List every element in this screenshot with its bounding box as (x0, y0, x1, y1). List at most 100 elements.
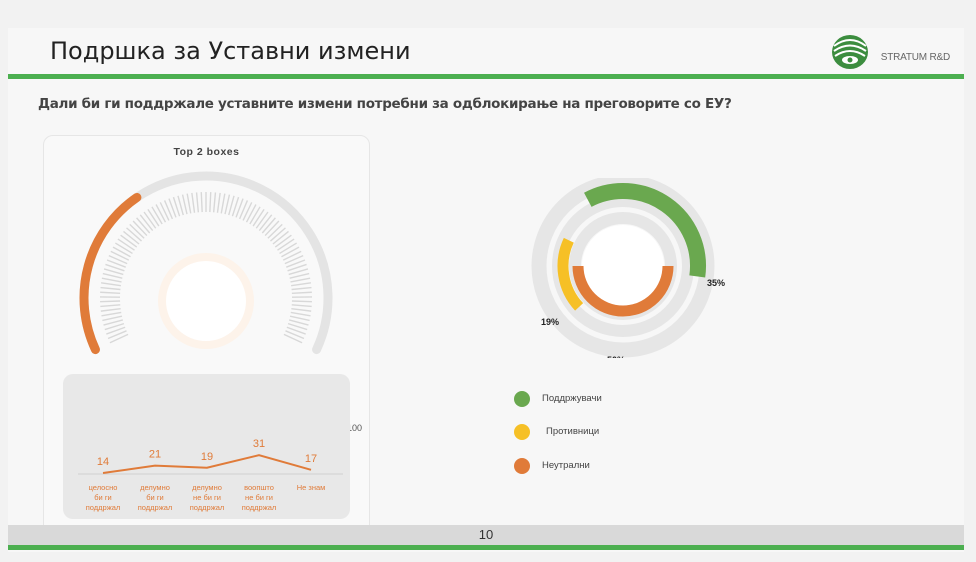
gauge-tick (100, 304, 121, 308)
gauge-tick (100, 282, 121, 287)
gauge-tick (104, 322, 125, 331)
gauge-tick (238, 200, 249, 220)
gauge-tick (147, 208, 160, 227)
gauge-title: Top 2 boxes (173, 146, 240, 158)
gauge-tick (261, 217, 276, 234)
page-number: 10 (478, 527, 494, 542)
gauge-tick (286, 259, 306, 268)
gauge-tick (245, 204, 257, 223)
gauge-tick (106, 326, 126, 335)
gauge-tick (100, 286, 121, 291)
gauge-tick (252, 208, 265, 227)
gauge-tick (109, 333, 129, 344)
donut-arc-opponents (557, 237, 584, 311)
gauge-tick (209, 192, 212, 213)
breakdown-panel: 14 21 19 31 17 целосно би ги поддржал делумно би … (63, 374, 350, 519)
gauge-tick (277, 238, 295, 251)
gauge-tick (101, 277, 122, 283)
gauge-tick (102, 315, 123, 322)
gauge-tick (186, 193, 192, 214)
line-value-label: 31 (253, 438, 265, 450)
line-category-label: би ги (146, 493, 164, 502)
gauge-tick (235, 198, 244, 218)
gauge-tick (101, 311, 122, 317)
gauge-tick (220, 193, 226, 214)
gauge-tick (291, 291, 312, 295)
gauge-tick (107, 330, 127, 340)
gauge-tick (120, 234, 138, 248)
slide-title: Подршка за Уставни измени (50, 37, 411, 65)
header-rule (8, 74, 964, 79)
gauge-tick (110, 250, 130, 261)
line-value-label: 17 (305, 453, 317, 465)
line-category-label: целосно (89, 483, 118, 492)
donut-hole (582, 225, 664, 307)
gauge-tick (282, 250, 302, 261)
gauge-tick (231, 196, 240, 217)
gauge-tick (290, 311, 311, 317)
gauge-tick (108, 254, 128, 265)
line-value-label: 21 (149, 449, 161, 461)
gauge-tick (103, 268, 124, 276)
gauge-tick (195, 192, 200, 213)
line-category-label: поддржал (242, 503, 277, 512)
line-value-label: 14 (97, 456, 109, 468)
line-category-label: делумно (140, 483, 170, 492)
gauge-tick (103, 319, 124, 326)
gauge-value-arc (79, 192, 142, 355)
gauge-center-disc (166, 261, 246, 341)
gauge-tick (114, 242, 133, 255)
gauge-tick (281, 246, 300, 258)
gauge-tick (216, 192, 221, 213)
gauge-tick (242, 202, 253, 221)
line-value-label: 19 (201, 451, 213, 463)
gauge-tick (255, 211, 269, 229)
gauge-tick (177, 195, 184, 216)
gauge-tick (224, 194, 231, 215)
donut-track (531, 178, 715, 358)
gauge-tick (191, 192, 196, 213)
gauge-tick (117, 238, 135, 251)
gauge-tick (288, 268, 309, 276)
gauge-tick (168, 198, 177, 218)
gauge-tick (287, 263, 307, 272)
legend-dot-yellow (514, 424, 530, 440)
brand-logo: STRATUM R&D (830, 32, 950, 72)
gauge-tick (274, 234, 292, 248)
gauge-tick (172, 196, 181, 217)
gauge-max-label: 100 (347, 423, 363, 433)
legend-dot-green (514, 391, 530, 407)
legend-label: Поддржувачи (542, 393, 602, 404)
gauge-tick (287, 322, 308, 331)
gauge-tick (123, 230, 140, 245)
legend-label: Противници (546, 426, 600, 437)
gauge-tick (212, 192, 217, 213)
gauge-tick (291, 304, 312, 308)
line-category-label: Не знам (297, 483, 326, 492)
gauge-tick (200, 192, 203, 213)
stratum-logo-icon (832, 35, 868, 69)
gauge-tick (136, 217, 151, 234)
gauge-tick (155, 204, 167, 223)
line-category-label: поддржал (190, 503, 225, 512)
gauge-tick (139, 214, 154, 231)
line-category-label: не би ги (245, 493, 273, 502)
gauge-tick (291, 286, 312, 291)
gauge-tick (289, 315, 310, 322)
donut-arc-supporters (584, 183, 706, 278)
gauge-tick (159, 202, 170, 221)
gauge-tick (291, 307, 312, 312)
gauge-tick (100, 291, 121, 295)
gauge-tick (272, 230, 289, 245)
gauge-tick (163, 200, 174, 220)
gauge-ticks (99, 192, 313, 344)
gauge-tick (228, 195, 235, 216)
gauge-tick (289, 272, 310, 279)
gauge-tick (100, 307, 121, 312)
gauge-tick (286, 326, 306, 335)
gauge-tick (291, 300, 312, 303)
top2-boxes-card: Top 2 boxes 35 0 100 1421193117целосноби… (43, 135, 370, 541)
donut-label-supporters: 35% (707, 278, 725, 288)
gauge-tick (290, 277, 311, 283)
line-category-label: поддржал (138, 503, 173, 512)
